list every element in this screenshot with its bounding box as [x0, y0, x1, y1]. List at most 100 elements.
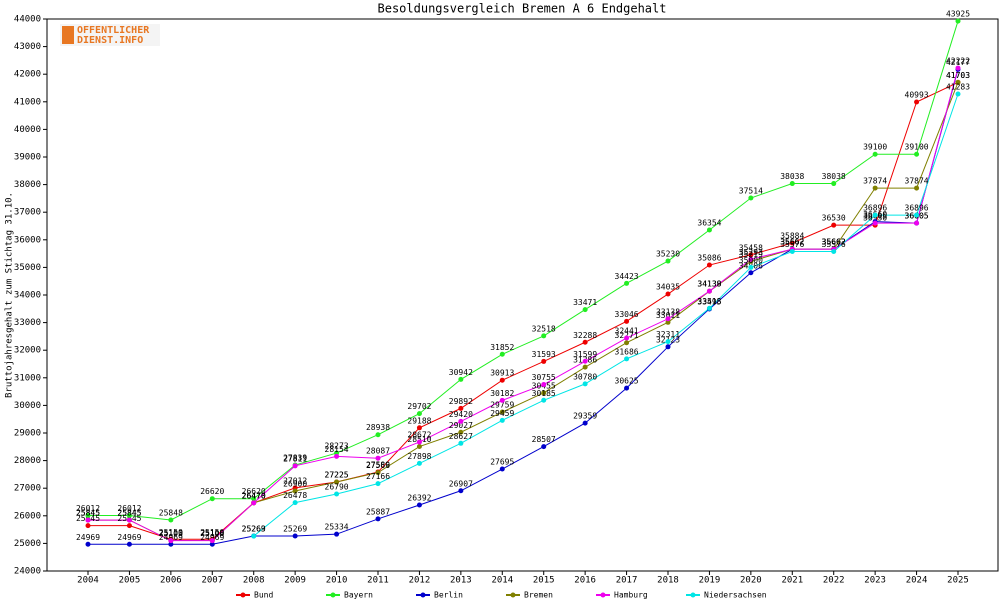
value-label: 37874: [863, 177, 887, 186]
value-label: 35219: [739, 250, 763, 259]
value-label: 24969: [76, 533, 100, 542]
value-label: 35576: [780, 240, 804, 249]
value-label: 25845: [117, 509, 141, 518]
point: [706, 262, 712, 268]
value-label: 27811: [283, 454, 307, 463]
value-label: 25269: [242, 524, 266, 533]
x-tick-label: 2008: [243, 576, 265, 586]
point: [582, 339, 588, 345]
y-tick-label: 42000: [14, 70, 41, 80]
point: [541, 382, 547, 388]
value-label: 26470: [242, 491, 266, 500]
y-tick-label: 35000: [14, 263, 41, 273]
legend-marker: [690, 592, 696, 598]
series-line: [253, 93, 959, 537]
value-label: 30625: [615, 377, 639, 386]
point: [665, 291, 671, 297]
x-tick-label: 2015: [533, 576, 555, 586]
legend-marker: [240, 592, 246, 598]
y-tick-label: 37000: [14, 208, 41, 218]
point: [458, 488, 464, 494]
value-label: 28273: [325, 442, 349, 451]
value-label: 32518: [532, 324, 556, 333]
point: [251, 500, 257, 506]
point: [872, 220, 878, 226]
point: [416, 411, 422, 417]
point: [251, 533, 257, 539]
point: [126, 512, 132, 518]
point: [85, 541, 91, 547]
value-label: 27225: [325, 470, 349, 479]
legend-label: Bund: [254, 591, 273, 600]
point: [789, 181, 795, 187]
value-label: 29359: [573, 412, 597, 421]
value-label: 39100: [863, 143, 887, 152]
value-label: 36896: [863, 204, 887, 213]
x-tick-label: 2011: [367, 576, 389, 586]
point: [126, 541, 132, 547]
value-label: 26012: [117, 504, 141, 513]
point: [209, 538, 215, 544]
point: [955, 91, 961, 97]
value-label: 24969: [159, 533, 183, 542]
y-tick-label: 32000: [14, 346, 41, 356]
value-label: 27166: [366, 472, 390, 481]
point: [582, 364, 588, 370]
y-tick-label: 25000: [14, 539, 41, 549]
point: [914, 185, 920, 191]
series-line: [88, 69, 959, 545]
y-tick-label: 36000: [14, 235, 41, 245]
point: [416, 502, 422, 508]
point: [168, 541, 174, 547]
point: [85, 517, 91, 523]
value-label: 29892: [449, 397, 473, 406]
point: [665, 316, 671, 322]
value-label: 29702: [407, 402, 431, 411]
value-label: 26012: [76, 504, 100, 513]
value-label: 34139: [697, 280, 721, 289]
point: [624, 356, 630, 362]
value-label: 31599: [573, 350, 597, 359]
value-label: 26620: [242, 487, 266, 496]
point: [955, 79, 961, 85]
value-label: 25263: [242, 525, 266, 534]
point: [748, 256, 754, 262]
series-line: [88, 82, 959, 542]
value-label: 33471: [573, 298, 597, 307]
x-tick-label: 2018: [657, 576, 679, 586]
point: [624, 385, 630, 391]
x-tick-label: 2022: [823, 576, 845, 586]
point: [499, 409, 505, 415]
x-tick-label: 2012: [409, 576, 431, 586]
value-label: 25845: [117, 509, 141, 518]
value-label: 33518: [697, 297, 721, 306]
value-label: 38038: [780, 172, 804, 181]
point: [499, 466, 505, 472]
point: [541, 397, 547, 403]
point: [624, 318, 630, 324]
value-label: 37514: [739, 187, 763, 196]
value-label: 25150: [200, 528, 224, 537]
point: [292, 463, 298, 469]
value-label: 25887: [366, 507, 390, 516]
value-label: 30780: [573, 372, 597, 381]
x-tick-label: 2014: [491, 576, 513, 586]
point: [292, 533, 298, 539]
y-tick-label: 38000: [14, 180, 41, 190]
value-label: 30755: [532, 373, 556, 382]
value-label: 29759: [490, 401, 514, 410]
value-label: 31852: [490, 343, 514, 352]
x-tick-label: 2013: [450, 576, 472, 586]
point: [499, 397, 505, 403]
y-tick-label: 39000: [14, 153, 41, 163]
point: [85, 512, 91, 518]
point: [624, 335, 630, 341]
value-label: 28938: [366, 423, 390, 432]
legend-label: Hamburg: [614, 591, 648, 600]
x-tick-label: 2021: [781, 576, 803, 586]
value-label: 26478: [283, 491, 307, 500]
y-tick-label: 33000: [14, 318, 41, 328]
value-label: 28672: [407, 431, 431, 440]
value-label: 35293: [739, 248, 763, 257]
x-tick-label: 2020: [740, 576, 762, 586]
